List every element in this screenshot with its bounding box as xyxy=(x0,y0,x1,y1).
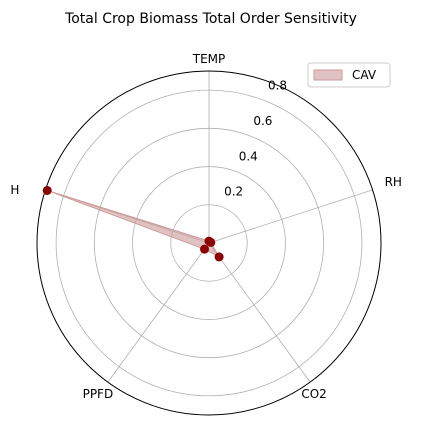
r-tick-label: 0.6 xyxy=(253,114,272,128)
outer-frame xyxy=(36,70,382,416)
series-area xyxy=(47,189,221,259)
legend-frame xyxy=(307,62,391,88)
data-point-rh xyxy=(206,237,216,247)
r-tick-label: 0.4 xyxy=(239,149,258,163)
axis-label-h: H xyxy=(10,183,19,197)
label-layer: TEMP RH CO2 PPFD H 0.2 0.4 0.6 0.8 xyxy=(10,52,402,401)
axis-label-rh: RH xyxy=(385,175,402,189)
axis-label-co2: CO2 xyxy=(301,387,326,401)
series-layer xyxy=(42,185,224,262)
spoke-ppfd xyxy=(107,242,210,383)
r-tick-label: 0.2 xyxy=(224,185,243,199)
data-point-co2 xyxy=(214,252,224,262)
data-point-h xyxy=(42,185,52,195)
legend-swatch xyxy=(313,69,343,81)
legend-label: CAV xyxy=(352,68,377,82)
axis-label-temp: TEMP xyxy=(192,52,226,66)
legend: CAV xyxy=(307,62,391,88)
chart-title: Total Crop Biomass Total Order Sensitivi… xyxy=(64,11,357,27)
spoke-co2 xyxy=(208,242,311,383)
spoke-rh xyxy=(208,189,373,244)
axis-label-ppfd: PPFD xyxy=(83,387,114,401)
data-point-ppfd xyxy=(200,244,210,254)
r-tick-label: 0.8 xyxy=(268,79,287,93)
